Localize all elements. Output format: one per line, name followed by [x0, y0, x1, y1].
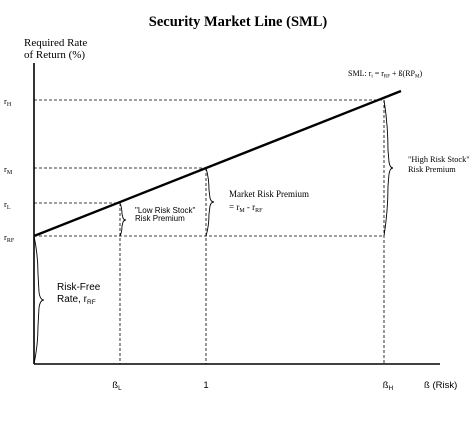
low-risk-label-line2: Risk Premium	[135, 214, 185, 223]
market-risk-premium-label: Market Risk Premium	[229, 189, 309, 199]
risk-free-label-line2: Rate, rRF	[57, 294, 96, 306]
low-risk-label-line1: "Low Risk Stock"	[135, 206, 196, 215]
diagram-title: Security Market Line (SML)	[149, 14, 328, 30]
tick-betaL: ßL	[112, 380, 122, 392]
high-risk-brace	[383, 99, 394, 237]
tick-rM: rM	[4, 164, 13, 176]
market-risk-premium-eq: = rM - rRF	[229, 202, 263, 214]
x-axis-label: ß (Risk)	[424, 380, 457, 391]
tick-betaH: ßH	[383, 380, 394, 392]
tick-one: 1	[203, 380, 208, 391]
sml-formula: SML: ri = rRF + ß(RPM)	[348, 69, 422, 80]
market-risk-brace	[205, 167, 215, 237]
low-risk-brace	[119, 202, 127, 237]
high-risk-label-line2: Risk Premium	[408, 165, 456, 174]
risk-free-brace	[33, 235, 45, 365]
y-axis-label-line2: of Return (%)	[24, 49, 85, 61]
tick-rRF: rRF	[4, 232, 15, 244]
y-axis-label-line1: Required Rate	[24, 37, 87, 49]
sml-line	[33, 89, 402, 238]
tick-rH: rH	[4, 96, 12, 108]
tick-rL: rL	[4, 199, 11, 211]
risk-free-label-line1: Risk-Free	[57, 282, 101, 293]
high-risk-label-line1: "High Risk Stock"	[408, 155, 470, 164]
